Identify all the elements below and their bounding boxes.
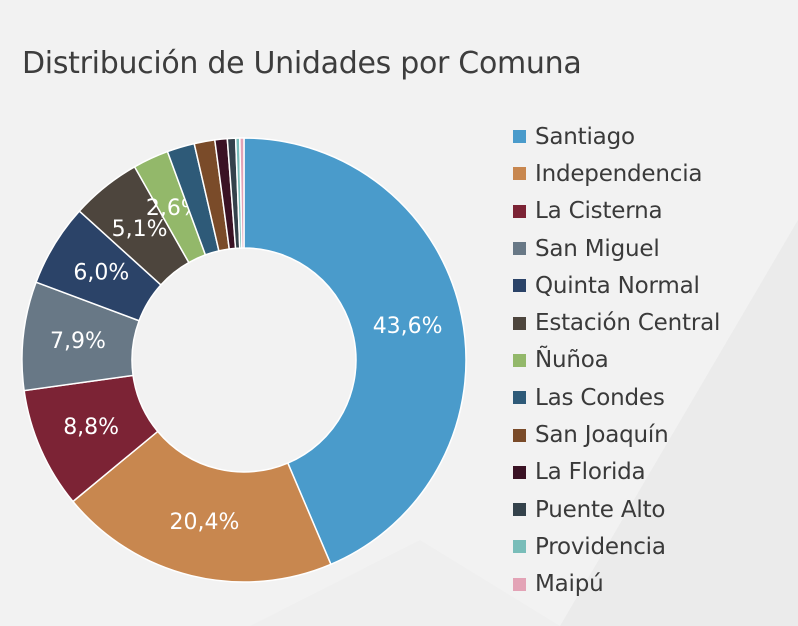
data-label-independencia: 20,4% <box>170 510 240 535</box>
legend-item-san-joaquin: San Joaquín <box>513 416 720 453</box>
legend-label: Quinta Normal <box>535 272 700 299</box>
legend-swatch <box>513 465 526 479</box>
legend-item-nunoa: Ñuñoa <box>513 342 720 379</box>
data-label-estacion-central: 5,1% <box>112 217 168 242</box>
data-label-la-cisterna: 8,8% <box>63 415 119 440</box>
legend-label: San Miguel <box>535 235 660 262</box>
legend-swatch <box>513 391 526 405</box>
legend-item-estacion-central: Estación Central <box>513 304 720 341</box>
legend-label: Ñuñoa <box>535 347 609 374</box>
chart-legend: Santiago Independencia La Cisterna San Migu… <box>513 118 720 603</box>
slice-independencia <box>71 430 332 583</box>
legend-label: Maipú <box>535 571 604 598</box>
legend-item-san-miguel: San Miguel <box>513 230 720 267</box>
legend-swatch <box>513 279 526 293</box>
legend-swatch <box>513 540 526 554</box>
legend-item-maipu: Maipú <box>513 566 720 603</box>
legend-label: La Florida <box>535 459 646 486</box>
legend-label: Puente Alto <box>535 496 666 523</box>
legend-label: San Joaquín <box>535 422 669 449</box>
legend-swatch <box>513 167 526 181</box>
legend-item-la-cisterna: La Cisterna <box>513 193 720 230</box>
legend-label: Santiago <box>535 123 635 150</box>
legend-item-quinta-normal: Quinta Normal <box>513 267 720 304</box>
legend-label: Providencia <box>535 533 666 560</box>
slice-santiago <box>243 137 467 566</box>
legend-swatch <box>513 353 526 367</box>
slice-maipu <box>239 137 245 249</box>
legend-label: Estación Central <box>535 310 721 337</box>
legend-swatch <box>513 503 526 517</box>
legend-swatch <box>513 242 526 256</box>
legend-item-las-condes: Las Condes <box>513 379 720 416</box>
legend-item-providencia: Providencia <box>513 528 720 565</box>
legend-swatch <box>513 316 526 330</box>
legend-item-santiago: Santiago <box>513 118 720 155</box>
legend-swatch <box>513 577 526 591</box>
legend-swatch <box>513 428 526 442</box>
data-label-quinta-normal: 6,0% <box>73 261 129 286</box>
legend-item-independencia: Independencia <box>513 155 720 192</box>
chart-title: Distribución de Unidades por Comuna <box>22 46 582 81</box>
legend-label: Las Condes <box>535 384 665 411</box>
legend-item-puente-alto: Puente Alto <box>513 491 720 528</box>
legend-swatch <box>513 204 526 218</box>
legend-item-la-florida: La Florida <box>513 454 720 491</box>
legend-swatch <box>513 130 526 144</box>
data-label-san-miguel: 7,9% <box>50 329 106 354</box>
data-label-santiago: 43,6% <box>373 314 443 339</box>
legend-label: Independencia <box>535 160 703 187</box>
legend-label: La Cisterna <box>535 198 663 225</box>
